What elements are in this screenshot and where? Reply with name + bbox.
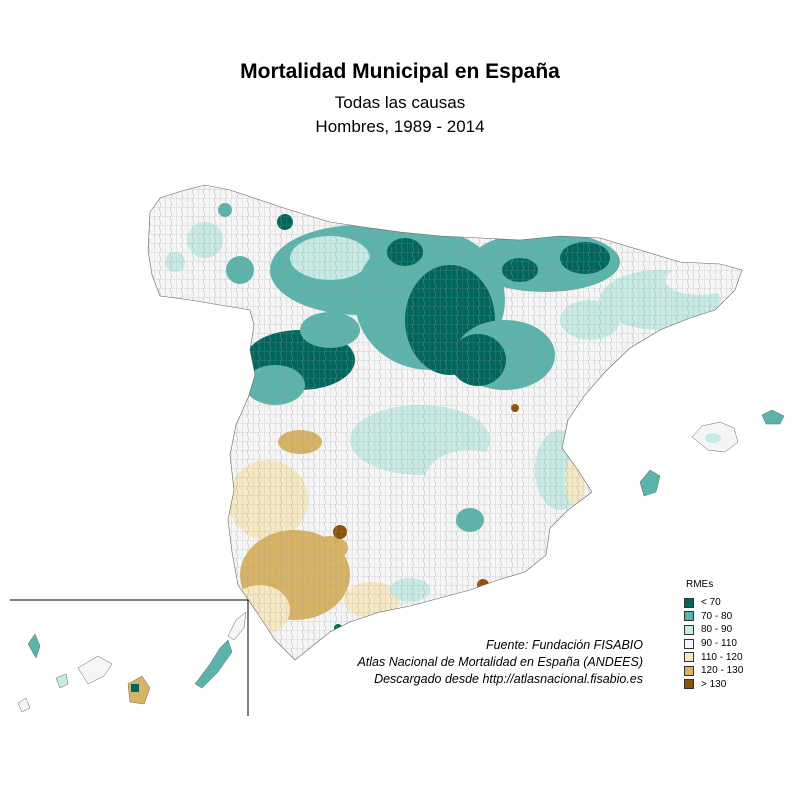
credit-atlas: Atlas Nacional de Mortalidad en España (… bbox=[357, 655, 643, 669]
credit-source: Fuente: Fundación FISABIO bbox=[485, 638, 643, 652]
legend-swatch bbox=[684, 638, 694, 649]
balearic-islands bbox=[639, 409, 785, 497]
map-title: Mortalidad Municipal en España bbox=[240, 60, 560, 83]
legend-label: < 70 bbox=[701, 597, 721, 609]
legend-item: 120 - 130 bbox=[684, 664, 743, 678]
map-subtitle-cause: Todas las causas bbox=[334, 93, 466, 112]
legend-swatch bbox=[684, 679, 694, 690]
legend-swatch bbox=[684, 611, 694, 622]
legend-item: > 130 bbox=[684, 678, 743, 692]
map-subtitle-period: Hombres, 1989 - 2014 bbox=[315, 117, 485, 136]
legend-item: 70 - 80 bbox=[684, 610, 743, 624]
legend-swatch bbox=[684, 597, 694, 608]
legend-label: 120 - 130 bbox=[701, 665, 744, 677]
legend-item: < 70 bbox=[684, 596, 743, 610]
canary-islands-inset bbox=[10, 599, 249, 716]
legend-label: 110 - 120 bbox=[701, 651, 743, 663]
legend-swatch bbox=[684, 652, 694, 663]
legend-swatch bbox=[684, 665, 694, 676]
source-credits: Fuente: Fundación FISABIO Atlas Nacional… bbox=[357, 637, 643, 688]
legend-swatch bbox=[684, 624, 694, 635]
legend-label: 70 - 80 bbox=[701, 610, 733, 622]
legend-item: 90 - 110 bbox=[684, 637, 743, 651]
legend-label: > 130 bbox=[701, 678, 727, 690]
peninsula-mainland bbox=[147, 184, 743, 661]
rme-legend: RMEs < 70 70 - 80 80 - 90 90 - 110 110 - 120… bbox=[684, 579, 743, 691]
legend-item: 110 - 120 bbox=[684, 650, 743, 664]
legend-item: 80 - 90 bbox=[684, 623, 743, 637]
credit-download: Descargado desde http://atlasnacional.fi… bbox=[374, 672, 643, 686]
legend-items: < 70 70 - 80 80 - 90 90 - 110 110 - 120 120 -… bbox=[684, 596, 743, 691]
legend-title: RMEs bbox=[686, 579, 714, 590]
legend-label: 90 - 110 bbox=[701, 638, 737, 650]
legend-label: 80 - 90 bbox=[701, 624, 733, 636]
